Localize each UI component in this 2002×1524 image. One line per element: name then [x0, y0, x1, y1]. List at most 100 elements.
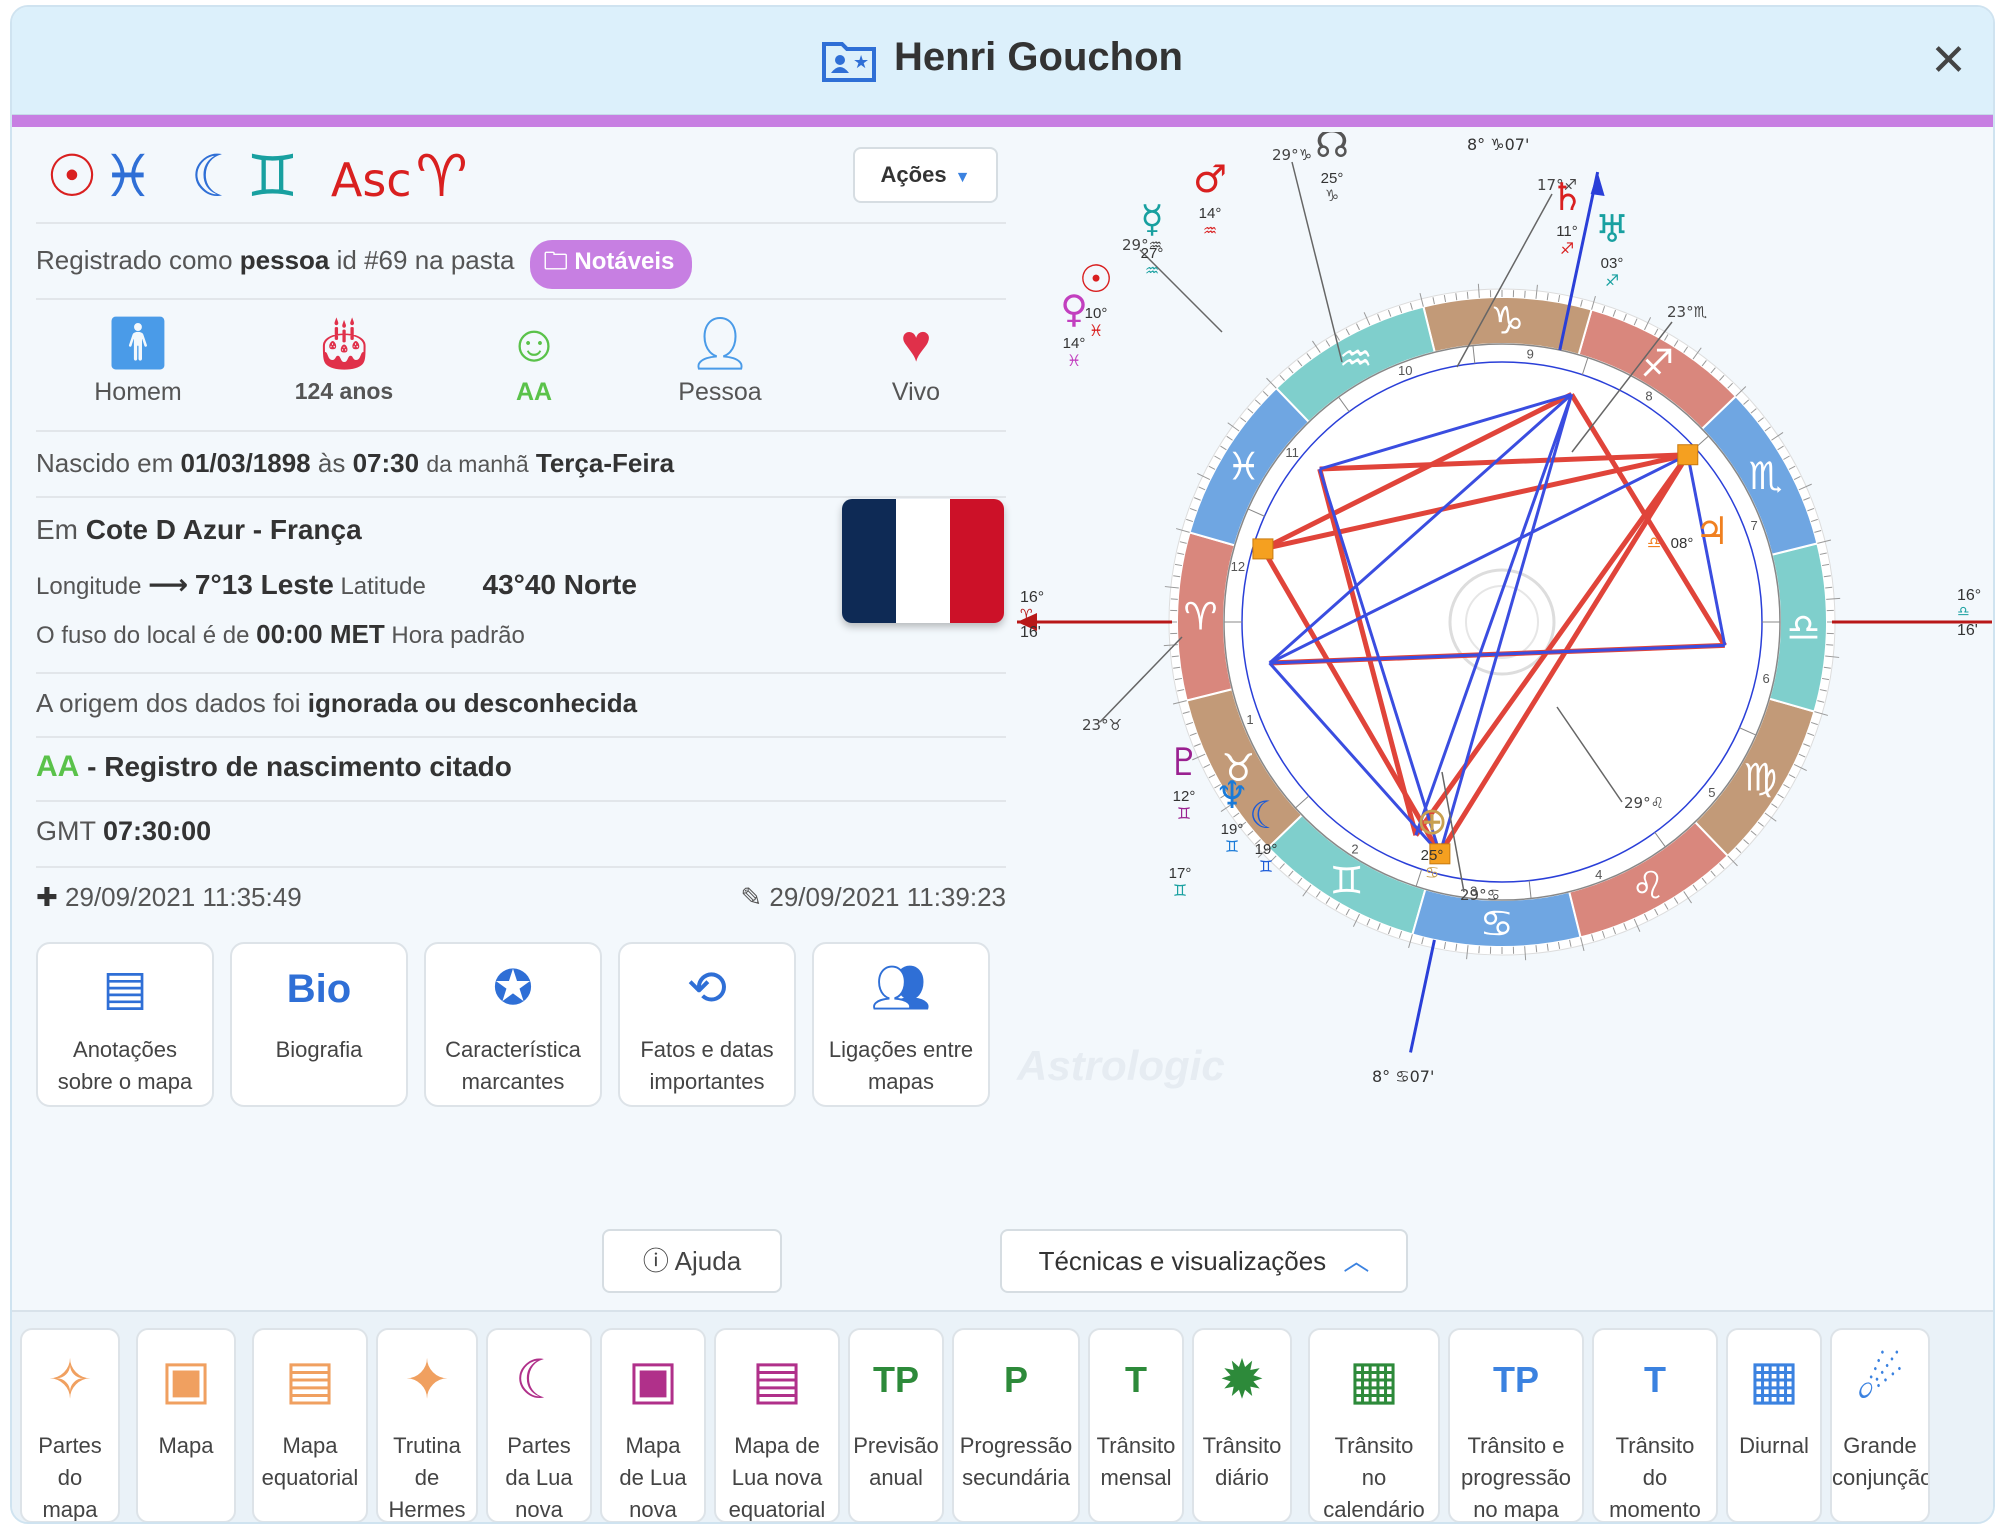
degree-tick: [1727, 382, 1733, 389]
close-button[interactable]: ✕: [1930, 36, 1967, 85]
degree-tick: [1803, 497, 1811, 501]
tool-new-moon-equatorial[interactable]: ▤ Mapa de Lua nova equatorial: [714, 1328, 840, 1522]
degree-tick: [1271, 855, 1277, 862]
degree-tick: [1825, 586, 1833, 589]
notes-card[interactable]: ▤ Anotações sobre o mapa: [36, 942, 214, 1107]
actions-dropdown[interactable]: Ações ▼: [853, 147, 998, 203]
degree-tick: [1189, 507, 1197, 512]
tool-diurnal[interactable]: ▦ Diurnal: [1726, 1328, 1822, 1522]
kind-label: Pessoa: [678, 378, 762, 406]
tool-current-transit[interactable]: T Trânsito do momento: [1592, 1328, 1718, 1522]
tool-monthly-transit[interactable]: T Trânsito mensal: [1088, 1328, 1184, 1522]
degree-tick: [1750, 408, 1757, 414]
cusp-pointer: [1139, 249, 1223, 333]
tool-chart-parts[interactable]: ✧ Partes do mapa: [20, 1328, 120, 1522]
help-button[interactable]: ⓘ Ajuda: [602, 1229, 782, 1293]
longitude-label: Longitude: [36, 573, 142, 600]
tool-secondary-progression[interactable]: P Progressão secundária: [952, 1328, 1080, 1522]
degree-tick: [1710, 870, 1716, 877]
tool-equatorial-chart[interactable]: ▤ Mapa equatorial: [252, 1328, 368, 1522]
degree-tick: [1771, 432, 1784, 441]
planet-degree: 12°: [1173, 788, 1196, 805]
tool-hermes-trutine[interactable]: ✦ Trutina de Hermes: [376, 1328, 478, 1522]
degree-tick: [1288, 367, 1294, 374]
planet-glyph: ☾: [1249, 793, 1283, 837]
tool-calendar-transit[interactable]: ▦ Trânsito no calendário: [1308, 1328, 1440, 1522]
degree-tick: [1240, 821, 1247, 827]
degree-tick: [1735, 386, 1747, 397]
secondary-progression-icon: P: [1003, 1359, 1028, 1400]
degree-tick: [1764, 812, 1777, 822]
zodiac-glyph: ♏: [1749, 454, 1783, 498]
planet-sign: ♐: [1605, 271, 1619, 290]
card-line2: importantes: [649, 1069, 765, 1094]
degree-tick: [1220, 803, 1233, 812]
house-number: 7: [1750, 518, 1757, 533]
chevron-up-icon: ︿: [1343, 1246, 1370, 1276]
planet-degree: 25°: [1321, 170, 1344, 187]
planet-degree: 10°: [1085, 305, 1108, 322]
calendar-transit-icon: ▦: [1348, 1350, 1400, 1410]
house-number: 4: [1595, 867, 1602, 882]
degree-tick: [1398, 306, 1403, 314]
facts-card[interactable]: ⟲ Fatos e datas importantes: [618, 942, 796, 1107]
planet-sign: ♊: [1177, 804, 1191, 823]
degree-tick: [1193, 497, 1201, 501]
degree-tick: [1826, 597, 1841, 600]
ascendant-arrow: [1017, 613, 1037, 631]
asc-minute: 16': [1020, 624, 1041, 641]
degree-tick: [1810, 518, 1818, 523]
natal-chart-wheel[interactable]: ♈♉♊♋♌♍♎♏♐♑♒♓12345678910111216°♈16'16°♎16…: [1012, 132, 1995, 1092]
stellium-marker: [1677, 444, 1699, 466]
question-circle-icon: ⓘ: [642, 1246, 669, 1276]
degree-tick: [1220, 793, 1227, 799]
degree-tick: [1569, 939, 1572, 947]
place-row: Em Cote D Azur - França Longitude ⟶ 7°13…: [36, 496, 1006, 672]
degree-tick: [1387, 309, 1392, 317]
folder-badge[interactable]: 🗀 Notáveis: [529, 240, 693, 289]
transit-progression-icon: TP: [1492, 1359, 1539, 1400]
chart-window: ★ Henri Gouchon ✕ ☉♓ ☾♊ Asc♈ Ações ▼ Regi…: [10, 5, 1995, 1524]
timezone-prefix: O fuso do local é de: [36, 622, 250, 649]
title-bar: ★ Henri Gouchon ✕: [12, 7, 1993, 115]
tool-label: do: [1642, 1465, 1668, 1490]
rodden-row: AA - Registro de nascimento citado: [36, 736, 1006, 800]
asc-degree: 16°: [1020, 589, 1044, 606]
links-card[interactable]: 👥︎ Ligações entre mapas: [812, 942, 990, 1107]
planet-degree: 27°: [1141, 245, 1164, 262]
planet-glyph: ⊕: [1416, 799, 1448, 843]
tool-label: no: [1361, 1465, 1387, 1490]
aspect-line-red: [1260, 547, 1443, 856]
house-number: 2: [1351, 841, 1358, 856]
degree-tick: [1580, 937, 1585, 952]
degree-tick: [1798, 753, 1806, 758]
aspect-line-blue: [1269, 643, 1725, 665]
planet-glyph: ♂: [1193, 157, 1227, 201]
cusp-label: 23°♏: [1667, 303, 1708, 321]
techniques-toggle[interactable]: Técnicas e visualizações ︿: [1000, 1229, 1408, 1293]
degree-tick: [1325, 340, 1331, 347]
astrologic-watermark: Astrologic: [1017, 1042, 1225, 1089]
degree-tick: [1408, 934, 1413, 949]
house-cusp: [1338, 396, 1350, 412]
birth-time: 07:30: [352, 448, 420, 478]
zodiac-glyph: ♑: [1490, 299, 1524, 343]
tool-great-conjunction[interactable]: ☄ Grande conjunção: [1830, 1328, 1930, 1522]
help-label: Ajuda: [674, 1246, 742, 1276]
degree-tick: [1757, 417, 1764, 423]
biography-card[interactable]: Bio Biografia: [230, 942, 408, 1107]
tool-annual-forecast[interactable]: TP Previsão anual: [848, 1328, 944, 1522]
birth-at: às: [317, 448, 346, 478]
tool-new-moon-chart[interactable]: ▣ Mapa de Lua nova: [600, 1328, 706, 1522]
tool-chart[interactable]: ▣ Mapa: [136, 1328, 236, 1522]
degree-tick: [1788, 774, 1796, 779]
tool-new-moon-parts[interactable]: ☾ Partes da Lua nova: [486, 1328, 592, 1522]
degree-tick: [1173, 575, 1181, 578]
degree-tick: [1312, 340, 1321, 353]
tool-transit-progression[interactable]: TP Trânsito e progressão no mapa: [1448, 1328, 1584, 1522]
traits-card[interactable]: ✪ Característica marcantes: [424, 942, 602, 1107]
tool-daily-transit[interactable]: ✹ Trânsito diário: [1192, 1328, 1292, 1522]
degree-tick: [1557, 294, 1561, 303]
degree-tick: [1764, 426, 1771, 432]
degree-tick: [1186, 721, 1194, 726]
